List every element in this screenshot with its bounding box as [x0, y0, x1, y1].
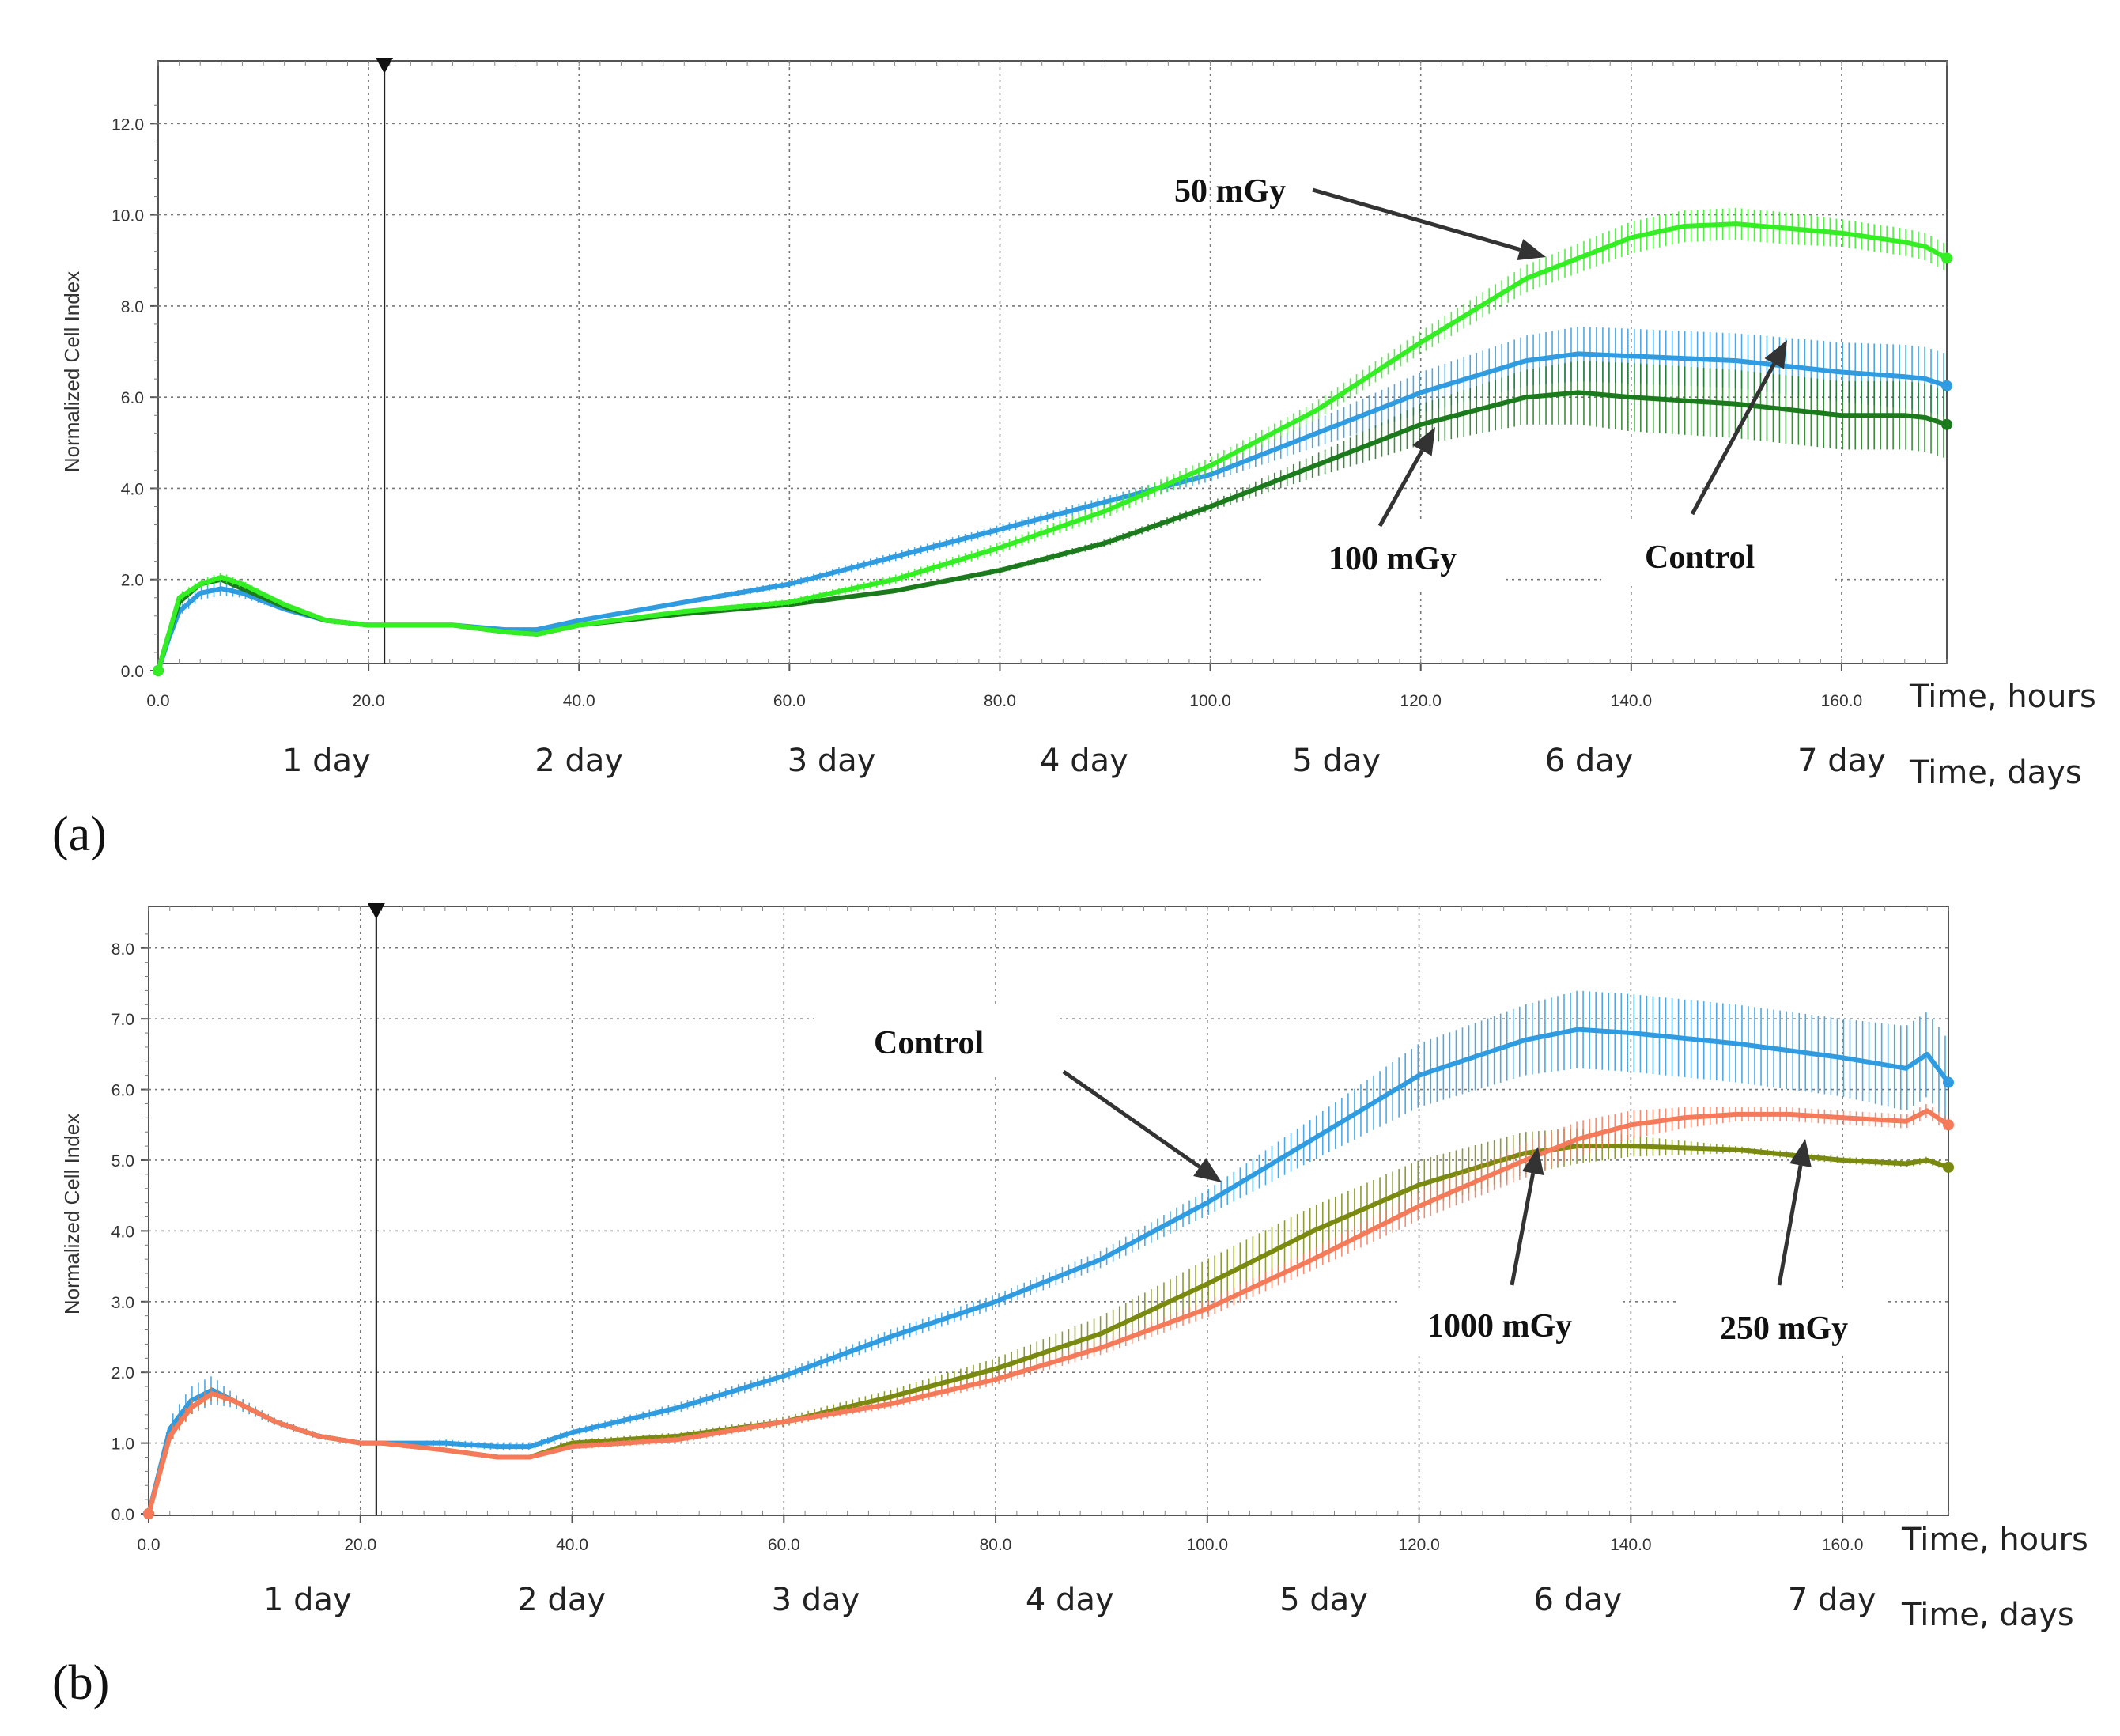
x-tick-label: 140.0: [1610, 1536, 1652, 1554]
series-start-point: [153, 665, 164, 676]
x-tick-label: 120.0: [1400, 692, 1442, 710]
annotation-arrow-shaft: [1377, 449, 1424, 528]
y-tick-label: 4.0: [121, 480, 144, 498]
series-start-point: [143, 1508, 154, 1519]
y-tick-label: 2.0: [111, 1364, 134, 1382]
day-label: 5 day: [1279, 1582, 1368, 1618]
day-label: 3 day: [772, 1582, 860, 1618]
x-tick-label: 100.0: [1187, 1536, 1229, 1554]
annotation-background: [1601, 522, 1831, 585]
annotation-label: 100 mGy: [1328, 541, 1457, 577]
annotation-arrow-shaft: [1777, 1165, 1803, 1286]
y-tick-label: 8.0: [111, 940, 134, 959]
annotation-background: [1400, 1288, 1621, 1355]
series-end-point: [1941, 380, 1952, 391]
annotation-arrowhead: [1764, 340, 1787, 369]
x-tick-label: 80.0: [984, 692, 1016, 710]
x-tick-label: 100.0: [1189, 692, 1231, 710]
annotation-background: [814, 1004, 1060, 1076]
x-tick-label: 80.0: [980, 1536, 1012, 1554]
plot-frame: [148, 906, 1949, 1516]
annotation-background: [1265, 522, 1502, 589]
y-tick-label: 12.0: [111, 115, 144, 134]
annotation-arrowhead: [1789, 1139, 1812, 1167]
y-tick-label: 1.0: [111, 1435, 134, 1454]
day-label: 2 day: [535, 743, 623, 779]
day-label: 3 day: [788, 743, 876, 779]
y-tick-label: 10.0: [111, 207, 144, 225]
y-tick-label: 2.0: [121, 572, 144, 590]
x-tick-label: 120.0: [1398, 1536, 1440, 1554]
annotation-label: 50 mGy: [1174, 173, 1286, 210]
x-tick-label: 60.0: [773, 692, 806, 710]
annotation-arrowhead: [1412, 427, 1435, 456]
annotation-arrow-shaft: [1510, 1172, 1536, 1286]
x-tick-label: 140.0: [1611, 692, 1653, 710]
day-label: 1 day: [263, 1582, 352, 1618]
y-axis-label: Normalized Cell Index: [60, 1114, 84, 1314]
x-tick-label: 0.0: [137, 1536, 160, 1554]
series-line: [156, 221, 1948, 671]
x-tick-label: 20.0: [353, 692, 385, 710]
day-label: 7 day: [1797, 743, 1886, 779]
annotation-arrowhead: [1517, 239, 1546, 261]
series-end-point: [1943, 1119, 1954, 1131]
y-tick-label: 6.0: [111, 1082, 134, 1100]
day-label: 6 day: [1545, 743, 1634, 779]
y-tick-label: 5.0: [111, 1152, 134, 1171]
x-tick-label: 20.0: [344, 1536, 376, 1554]
annotation-label: 250 mGy: [1720, 1311, 1848, 1347]
annotation-label: Control: [874, 1025, 984, 1061]
x-tick-label: 160.0: [1821, 692, 1863, 710]
annotation-label: Control: [1645, 539, 1755, 576]
annotation-arrow-shaft: [1690, 362, 1776, 516]
annotation-label: 1000 mGy: [1427, 1308, 1572, 1345]
x-axis-label-hours: Time, hours: [1901, 1522, 2088, 1558]
treatment-marker-triangle: [367, 903, 385, 919]
chart-panel-a: 0.0 2.0 4.0 6.0 8.0 10.0 12.0 0.0 20.0 40.0 60.0 80…: [52, 58, 2096, 861]
series-line: [156, 351, 1948, 671]
annotation-arrow-shaft: [1062, 1069, 1201, 1169]
chart-panel-b: 0.0 1.0 2.0 3.0 4.0 5.0 6.0 7.0 8.0 0.0 20.0 40.0 60…: [52, 903, 2088, 1710]
series-end-point: [1943, 1076, 1954, 1088]
series-end-point: [1941, 418, 1952, 430]
y-tick-label: 3.0: [111, 1294, 134, 1312]
y-axis-label: Normalized Cell Index: [60, 271, 84, 472]
x-tick-label: 40.0: [556, 1536, 588, 1554]
panel-label: (b): [52, 1656, 109, 1710]
series-end-point: [1943, 1161, 1954, 1173]
y-tick-label: 0.0: [111, 1506, 134, 1524]
y-tick-label: 4.0: [111, 1223, 134, 1241]
day-label: 2 day: [517, 1582, 606, 1618]
annotation-arrowhead: [1193, 1158, 1222, 1182]
x-axis-label-days: Time, days: [1909, 755, 2082, 791]
panel-label: (a): [52, 807, 107, 861]
y-tick-label: 6.0: [121, 389, 144, 407]
day-label: 5 day: [1292, 743, 1381, 779]
day-label: 1 day: [282, 743, 371, 779]
x-axis-label-days: Time, days: [1901, 1597, 2074, 1633]
series-end-point: [1941, 252, 1952, 264]
x-tick-label: 0.0: [146, 692, 169, 710]
x-axis-label-hours: Time, hours: [1909, 679, 2096, 715]
x-tick-label: 40.0: [563, 692, 595, 710]
x-tick-label: 60.0: [768, 1536, 800, 1554]
day-label: 4 day: [1040, 743, 1128, 779]
annotation-arrowhead: [1521, 1147, 1544, 1176]
annotation-background: [1676, 1288, 1886, 1355]
day-label: 6 day: [1534, 1582, 1623, 1618]
series-50-mgy: [153, 208, 1952, 676]
y-tick-label: 0.0: [121, 663, 144, 681]
series-line: [146, 1108, 1950, 1515]
x-tick-label: 160.0: [1822, 1536, 1864, 1554]
treatment-marker-triangle: [376, 58, 394, 74]
y-tick-label: 8.0: [121, 298, 144, 316]
day-label: 7 day: [1788, 1582, 1876, 1618]
y-tick-label: 7.0: [111, 1011, 134, 1029]
annotation-arrow-shaft: [1312, 187, 1521, 252]
day-label: 4 day: [1026, 1582, 1114, 1618]
